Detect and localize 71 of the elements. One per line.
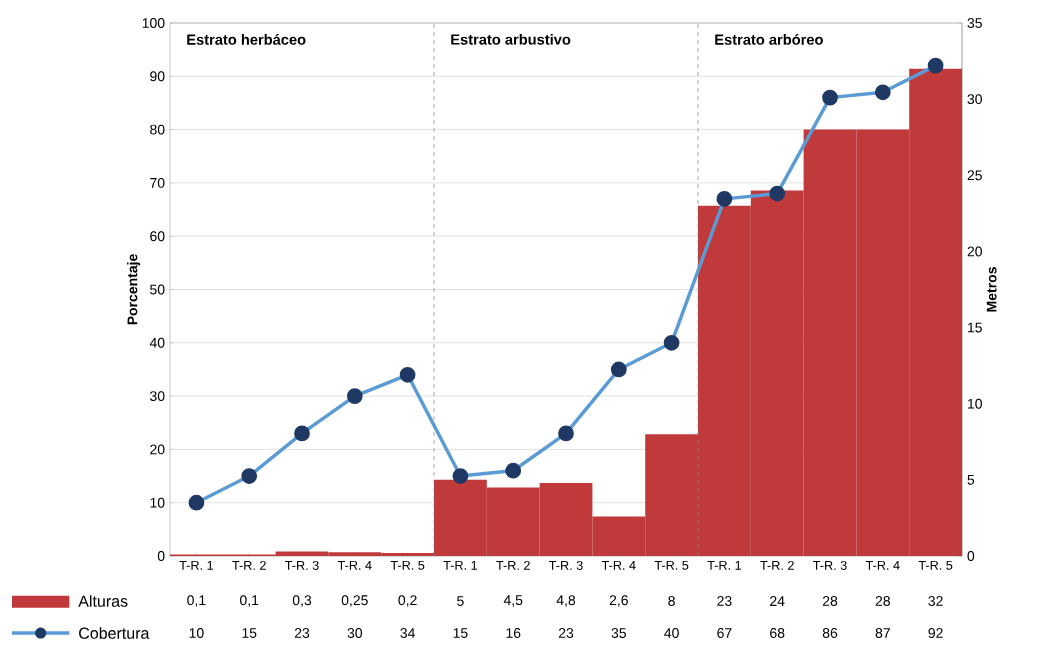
- y-tick-label: 70: [150, 177, 165, 188]
- data-label: 40: [664, 628, 679, 638]
- x-tick-label: T-R. 5: [918, 560, 953, 570]
- y2-tick-label: 5: [967, 474, 975, 485]
- annotation: Estrato herbáceo: [187, 33, 306, 45]
- x-tick-label: T-R. 4: [865, 560, 900, 570]
- data-label: 86: [822, 628, 838, 638]
- y-tick-label: 40: [149, 337, 165, 348]
- x-tick-label: T-R. 3: [813, 560, 847, 570]
- data-label: 8: [668, 596, 675, 606]
- y2-tick-label: 35: [967, 18, 982, 28]
- data-label: 28: [822, 596, 838, 606]
- data-label: 4,5: [503, 595, 523, 607]
- data-label: 30: [347, 628, 363, 638]
- data-label: 32: [928, 596, 943, 606]
- data-label: 15: [242, 628, 257, 638]
- data-label: 2,6: [609, 595, 628, 607]
- y2-tick-label: 20: [967, 246, 982, 257]
- x-tick-label: T-R. 2: [232, 560, 266, 570]
- y-tick-label: 60: [150, 231, 165, 242]
- y2-tick-label: 0: [967, 551, 975, 561]
- data-label: 24: [770, 596, 785, 606]
- y-tick-label: 30: [150, 391, 165, 402]
- data-label: 0,3: [292, 595, 312, 607]
- data-label: 23: [294, 628, 310, 638]
- y-tick-label: 80: [150, 124, 165, 135]
- y2-tick-label: 25: [967, 170, 982, 181]
- data-label: 0,1: [187, 595, 206, 607]
- x-tick-label: T-R. 2: [760, 560, 794, 570]
- annotation: Estrato arbustivo: [451, 33, 571, 45]
- x-tick-label: T-R. 4: [601, 560, 636, 570]
- data-label: 0,2: [398, 595, 417, 607]
- data-label: 10: [189, 628, 204, 638]
- x-tick-label: T-R. 3: [285, 560, 319, 570]
- y-tick-label: 0: [157, 551, 165, 561]
- data-label: 15: [453, 628, 468, 638]
- legend-label: Alturas: [78, 595, 128, 607]
- data-label: 23: [717, 596, 732, 606]
- y-tick-label: 90: [150, 71, 165, 82]
- data-label: 67: [717, 628, 732, 638]
- data-label: 16: [506, 628, 521, 638]
- data-label: 0,25: [341, 595, 368, 607]
- legend-label: Cobertura: [79, 627, 150, 639]
- data-label: 0,1: [240, 595, 259, 607]
- x-tick-label: T-R. 2: [496, 560, 530, 570]
- x-tick-label: T-R. 1: [707, 560, 742, 570]
- x-tick-label: T-R. 1: [443, 560, 478, 570]
- x-tick-label: T-R. 5: [390, 560, 425, 570]
- data-label: 35: [611, 628, 626, 638]
- data-label: 5: [457, 596, 464, 606]
- data-label: 4,8: [556, 595, 576, 607]
- y-tick-label: 10: [150, 497, 165, 508]
- data-label: 34: [400, 628, 415, 638]
- y-tick-label: 100: [142, 18, 165, 28]
- y2-tick-label: 30: [967, 94, 982, 105]
- y2-tick-label: 15: [968, 322, 982, 333]
- data-label: 87: [875, 628, 890, 638]
- y-axis-title: Porcentaje: [127, 254, 141, 325]
- data-label: 23: [558, 628, 574, 638]
- y2-tick-label: 10: [968, 398, 982, 409]
- x-tick-label: T-R. 3: [549, 560, 583, 570]
- data-label: 28: [875, 596, 890, 606]
- y2-axis-title: Metros: [986, 267, 997, 312]
- annotation: Estrato arbóreo: [715, 33, 823, 45]
- x-tick-label: T-R. 4: [337, 560, 372, 570]
- data-label: 92: [928, 628, 943, 638]
- x-tick-label: T-R. 5: [654, 560, 689, 570]
- x-tick-label: T-R. 1: [179, 560, 214, 570]
- y-tick-label: 50: [150, 284, 165, 295]
- data-label: 68: [770, 628, 785, 638]
- y-tick-label: 20: [150, 444, 165, 455]
